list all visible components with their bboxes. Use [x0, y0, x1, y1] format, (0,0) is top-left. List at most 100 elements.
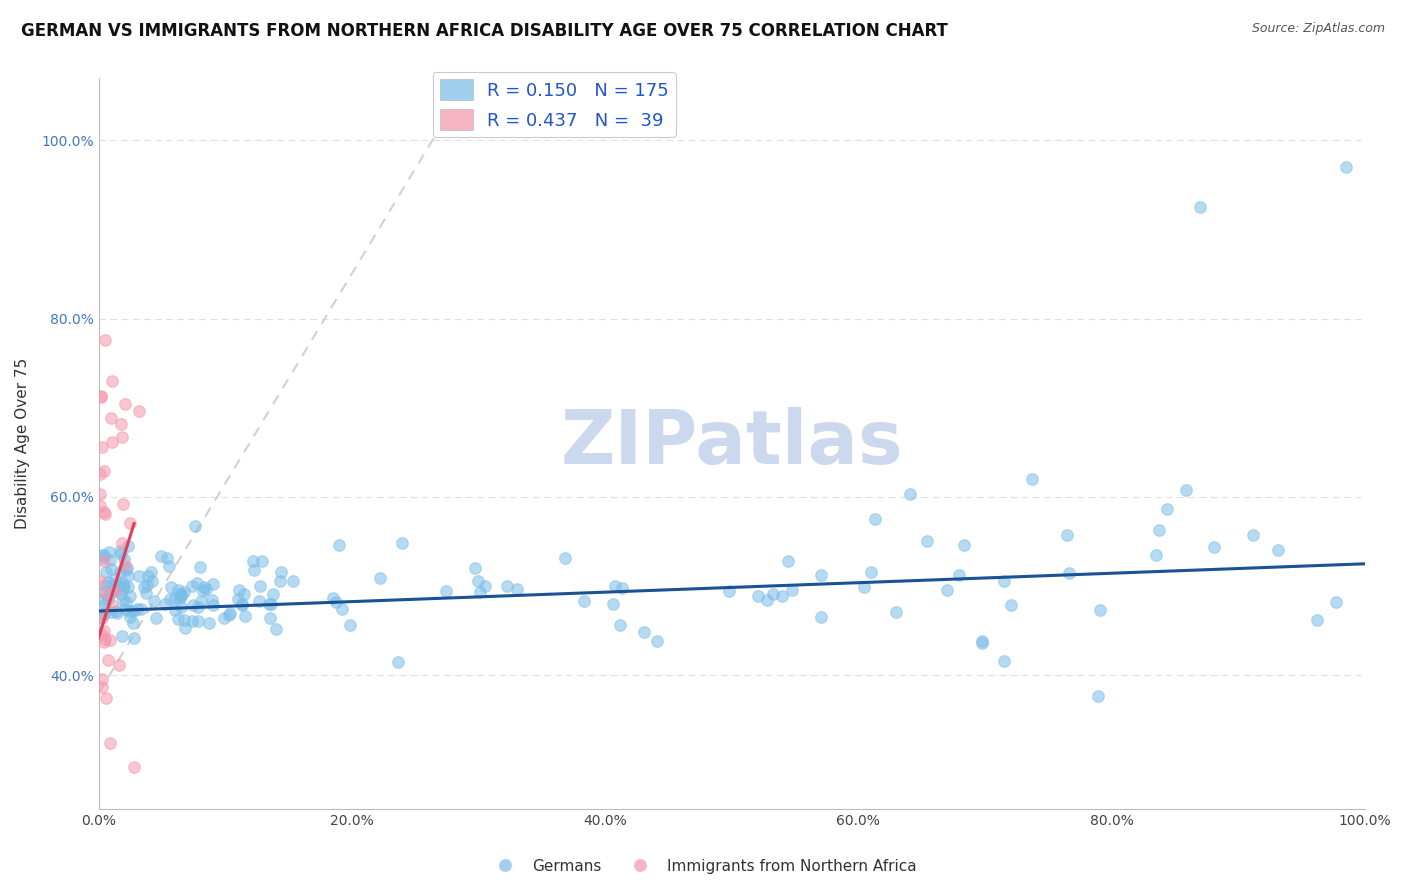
Point — [136, 577, 159, 591]
Point — [328, 538, 350, 552]
Point — [104, 604, 127, 618]
Legend: Germans, Immigrants from Northern Africa: Germans, Immigrants from Northern Africa — [484, 853, 922, 880]
Point — [780, 582, 803, 597]
Point — [1021, 472, 1043, 486]
Point — [859, 566, 882, 580]
Point — [198, 615, 221, 630]
Point — [94, 565, 117, 579]
Point — [103, 584, 125, 599]
Point — [96, 592, 118, 607]
Point — [633, 625, 655, 640]
Text: Source: ZipAtlas.com: Source: ZipAtlas.com — [1251, 22, 1385, 36]
Point — [165, 603, 187, 617]
Point — [89, 499, 111, 513]
Point — [191, 584, 214, 599]
Point — [93, 606, 115, 620]
Point — [110, 587, 132, 601]
Point — [114, 397, 136, 411]
Point — [970, 636, 993, 650]
Point — [128, 404, 150, 418]
Point — [135, 586, 157, 600]
Point — [173, 584, 195, 599]
Point — [120, 589, 142, 603]
Point — [111, 430, 134, 444]
Point — [101, 374, 124, 388]
Point — [603, 579, 626, 593]
Point — [187, 614, 209, 628]
Point — [90, 611, 112, 625]
Point — [110, 417, 132, 431]
Point — [90, 672, 112, 686]
Point — [110, 547, 132, 561]
Point — [98, 736, 121, 750]
Point — [1056, 527, 1078, 541]
Point — [111, 575, 134, 590]
Point — [201, 593, 224, 607]
Point — [770, 590, 793, 604]
Point — [138, 569, 160, 583]
Point — [233, 608, 256, 623]
Point — [90, 390, 112, 404]
Point — [325, 595, 347, 609]
Point — [281, 574, 304, 588]
Point — [778, 554, 800, 568]
Point — [132, 580, 155, 594]
Point — [142, 594, 165, 608]
Point — [117, 539, 139, 553]
Point — [247, 593, 270, 607]
Point — [101, 583, 124, 598]
Point — [90, 626, 112, 640]
Point — [105, 606, 128, 620]
Point — [108, 578, 131, 592]
Point — [1156, 502, 1178, 516]
Point — [145, 611, 167, 625]
Point — [100, 561, 122, 575]
Point — [173, 613, 195, 627]
Point — [948, 568, 970, 582]
Point — [1334, 160, 1357, 174]
Point — [756, 593, 779, 607]
Point — [1202, 541, 1225, 555]
Point — [183, 518, 205, 533]
Point — [193, 580, 215, 594]
Point — [212, 611, 235, 625]
Point — [1189, 200, 1212, 214]
Point — [249, 579, 271, 593]
Point — [114, 595, 136, 609]
Point — [108, 544, 131, 558]
Point — [112, 579, 135, 593]
Point — [90, 610, 112, 624]
Point — [93, 584, 115, 599]
Point — [89, 487, 111, 501]
Point — [112, 592, 135, 607]
Point — [139, 565, 162, 579]
Point — [231, 597, 253, 611]
Point — [898, 487, 921, 501]
Point — [262, 587, 284, 601]
Point — [122, 631, 145, 645]
Point — [1306, 613, 1329, 627]
Point — [170, 600, 193, 615]
Point — [188, 559, 211, 574]
Point — [322, 591, 344, 605]
Point — [810, 567, 832, 582]
Point — [231, 598, 253, 612]
Point — [259, 611, 281, 625]
Point — [1241, 528, 1264, 542]
Point — [156, 550, 179, 565]
Legend: R = 0.150   N = 175, R = 0.437   N =  39: R = 0.150 N = 175, R = 0.437 N = 39 — [433, 72, 676, 137]
Point — [131, 602, 153, 616]
Point — [572, 594, 595, 608]
Point — [111, 629, 134, 643]
Point — [97, 574, 120, 589]
Point — [717, 584, 740, 599]
Point — [190, 594, 212, 608]
Point — [118, 604, 141, 618]
Point — [170, 587, 193, 601]
Point — [368, 571, 391, 585]
Point — [242, 554, 264, 568]
Point — [219, 607, 242, 621]
Point — [339, 618, 361, 632]
Point — [884, 605, 907, 619]
Point — [467, 574, 489, 588]
